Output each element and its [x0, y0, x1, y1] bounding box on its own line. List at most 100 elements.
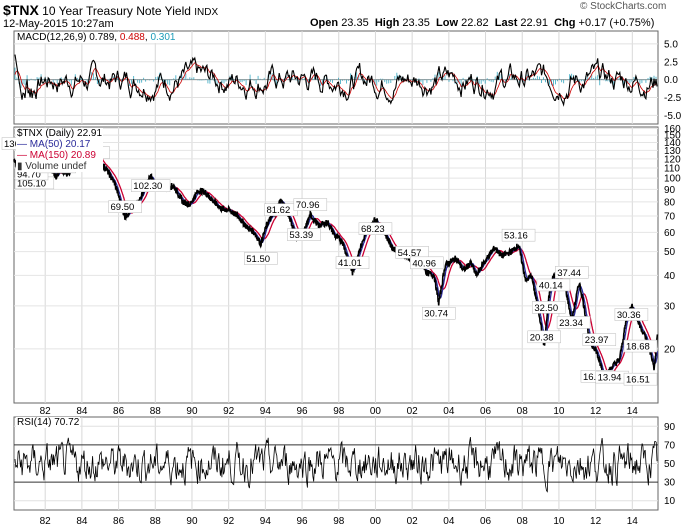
- rsi-y-tick-label: 70: [664, 440, 676, 451]
- x-tick-label: 98: [333, 406, 345, 417]
- price-annotation: 30.74: [424, 309, 448, 320]
- chg-label: Chg: [554, 17, 576, 29]
- chart-date: 12-May-2015 10:27am: [3, 18, 114, 30]
- rsi-y-tick-label: 90: [664, 422, 676, 433]
- rsi-y-tick-label: 30: [664, 478, 676, 489]
- macd-y-tick-label: -2.5: [664, 93, 682, 104]
- annotation-box: [614, 308, 649, 321]
- annotation-box: [287, 228, 321, 241]
- price-annotation: 51.50: [246, 254, 270, 265]
- rsi-y-tick-label: 10: [664, 496, 676, 507]
- annotation-box: [536, 278, 571, 292]
- macd-panel-frame: [13, 30, 659, 125]
- x-tick-label: 96: [296, 516, 308, 527]
- annotation-box: [532, 301, 566, 314]
- x-tick-label: 90: [186, 516, 198, 527]
- signal-value: 0.488: [119, 32, 145, 43]
- price-y-tick-label: 130: [664, 146, 681, 157]
- x-tick-label: 00: [370, 406, 382, 417]
- price-annotation: 105.10: [17, 178, 46, 189]
- annotation-box: [623, 372, 658, 386]
- macd-y-tick-label: 5.0: [664, 39, 678, 50]
- price-y-tick-label: 50: [664, 247, 676, 258]
- x-tick-label: 90: [186, 406, 198, 417]
- x-tick-label: 98: [333, 516, 345, 527]
- price-y-tick-label: 80: [664, 197, 676, 208]
- x-tick-label: 14: [627, 516, 639, 527]
- price-annotation: 94.70: [17, 169, 41, 180]
- price-annotation: 18.68: [626, 342, 650, 353]
- price-annotation: 16.96: [583, 372, 607, 383]
- price-legend-title: $TNX (Daily) 22.91: [17, 128, 103, 139]
- price-y-tick-label: 20: [664, 344, 676, 355]
- ma150-line: [13, 144, 658, 376]
- price-y-tick-label: 90: [664, 185, 676, 196]
- ma50-legend: — MA(50) 20.17: [17, 139, 91, 150]
- low-label: Low: [436, 17, 459, 29]
- x-tick-label: 88: [150, 516, 162, 527]
- annotation-box: [131, 179, 171, 192]
- x-tick-label: 92: [223, 406, 235, 417]
- x-tick-label: 06: [480, 406, 492, 417]
- x-tick-label: 84: [76, 406, 88, 417]
- price-annotation: 13.94: [598, 373, 622, 384]
- volume-legend: ▮ Volume undef: [17, 161, 87, 172]
- annotation-box: [335, 256, 370, 269]
- price-y-tick-label: 150: [664, 131, 681, 142]
- high-label: High: [374, 17, 400, 29]
- x-tick-label: 84: [76, 516, 88, 527]
- last-label: Last: [494, 17, 518, 29]
- annotation-box: [108, 200, 142, 213]
- price-annotation: 23.97: [585, 335, 609, 346]
- copyright: © StockCharts.com: [580, 1, 667, 12]
- x-tick-label: 86: [113, 516, 125, 527]
- macd-legend-label: MACD(12,26,9): [17, 32, 87, 43]
- price-y-tick-label: 140: [664, 138, 681, 149]
- exchange: INDX: [194, 7, 219, 18]
- price-annotation: 23.34: [559, 318, 583, 329]
- x-tick-label: 08: [517, 516, 529, 527]
- quote-summary: Open 23.35 High 23.35 Low 22.82 Last 22.…: [310, 17, 654, 29]
- price-annotation: 69.50: [111, 202, 135, 213]
- annotation-box: [244, 252, 278, 265]
- last-value: 22.91: [520, 17, 548, 29]
- price-legend: $TNX (Daily) 22.91 — MA(50) 20.17 — MA(1…: [16, 128, 104, 172]
- x-tick-label: 10: [553, 516, 565, 527]
- macd-y-tick-label: -5.0: [664, 111, 682, 122]
- price-annotation: 68.23: [361, 224, 385, 235]
- price-annotation: 30.36: [617, 310, 641, 321]
- annotation-box: [556, 316, 591, 329]
- x-tick-label: 94: [260, 406, 272, 417]
- x-tick-label: 92: [223, 516, 235, 527]
- x-tick-label: 06: [480, 516, 492, 527]
- annotation-box: [358, 222, 393, 235]
- macd-legend: MACD(12,26,9) 0.789, 0.488, 0.301: [16, 32, 177, 43]
- price-y-tick-label: 100: [664, 174, 681, 185]
- x-tick-label: 02: [407, 406, 419, 417]
- x-tick-label: 96: [296, 406, 308, 417]
- x-tick-label: 00: [370, 516, 382, 527]
- high-value: 23.35: [402, 17, 430, 29]
- hist-value: 0.301: [150, 32, 176, 43]
- x-tick-label: 12: [590, 406, 602, 417]
- price-annotation: 53.16: [504, 231, 528, 242]
- annotation-box: [293, 198, 328, 211]
- x-tick-label: 82: [40, 406, 52, 417]
- rsi-y-tick-label: 50: [664, 459, 676, 470]
- rsi-legend: RSI(14) 70.72: [16, 417, 81, 428]
- annotation-box: [555, 266, 589, 279]
- x-tick-label: 94: [260, 516, 272, 527]
- annotation-box: [410, 256, 444, 270]
- price-annotation: 81.62: [266, 205, 290, 216]
- price-y-tick-label: 120: [664, 154, 681, 165]
- open-value: 23.35: [341, 17, 369, 29]
- price-annotation: 37.44: [557, 268, 581, 279]
- price-annotation: 32.50: [534, 303, 558, 314]
- annotation-box: [582, 333, 617, 346]
- price-annotation: 16.51: [626, 375, 650, 386]
- x-tick-label: 02: [407, 516, 419, 527]
- price-y-tick-label: 30: [664, 301, 676, 312]
- price-annotation: 53.39: [289, 230, 313, 241]
- macd-line: [14, 54, 658, 107]
